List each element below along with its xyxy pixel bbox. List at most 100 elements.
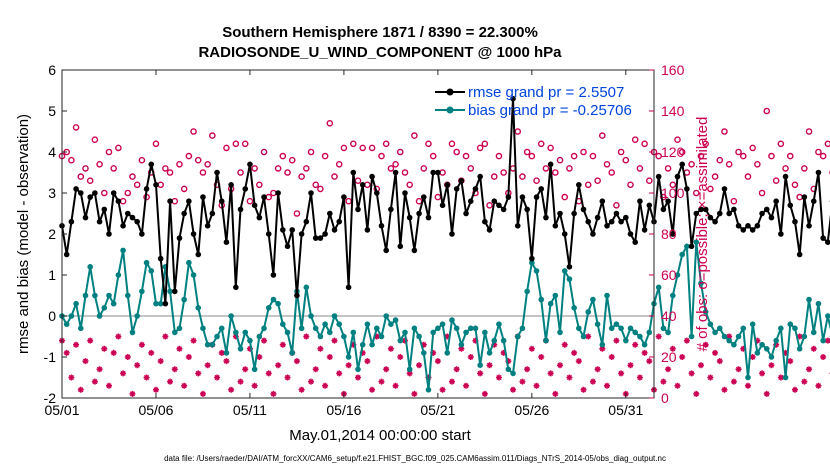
rmse-point (547, 161, 554, 168)
possible-point (284, 169, 291, 176)
possible-point (96, 160, 103, 168)
legend-bias-marker (446, 106, 454, 114)
bias-point (115, 272, 122, 278)
assimilated-point (392, 382, 399, 389)
bias-point (392, 317, 399, 323)
rmse-point (693, 210, 700, 217)
assimilated-point (411, 390, 418, 397)
possible-point (631, 136, 639, 143)
y2-tick-label: 120 (661, 144, 685, 160)
rmse-point (134, 218, 140, 225)
bias-point (388, 321, 394, 328)
possible-point (782, 165, 789, 172)
assimilated-point (815, 382, 822, 389)
rmse-point (209, 210, 216, 217)
assimilated-point (632, 341, 639, 348)
bias-point (228, 313, 234, 319)
bias-point (322, 321, 328, 328)
rmse-point (618, 218, 624, 225)
bias-point (782, 374, 789, 381)
possible-point (711, 173, 719, 180)
rmse-point (275, 190, 281, 196)
rmse-point (754, 223, 761, 229)
assimilated-point (214, 374, 221, 381)
assimilated-point (528, 345, 535, 352)
rmse-point (171, 288, 178, 295)
rmse-point (585, 218, 592, 225)
assimilated-point (791, 386, 798, 393)
assimilated-point (618, 370, 625, 377)
bias-point (435, 325, 441, 332)
y-tick-label: 6 (48, 62, 56, 78)
assimilated-point (364, 358, 371, 365)
assimilated-point (486, 362, 493, 369)
bias-point (477, 362, 483, 369)
bias-point (406, 366, 413, 373)
assimilated-point (308, 378, 315, 385)
rmse-point (453, 186, 460, 192)
possible-point (411, 132, 418, 139)
assimilated-point (387, 345, 394, 352)
rmse-point (124, 210, 131, 217)
rmse-point (336, 218, 343, 225)
chart-title-line2: RADIOSONDE_U_WIND_COMPONENT @ 1000 hPa (198, 44, 562, 61)
bias-point (153, 300, 159, 307)
rmse-point (397, 243, 404, 250)
bias-point (496, 321, 502, 328)
assimilated-point (190, 337, 197, 344)
possible-point (162, 165, 169, 172)
y2-tick-label: 160 (661, 62, 685, 78)
rmse-point (538, 186, 545, 192)
possible-point (199, 169, 207, 176)
assimilated-point (688, 370, 695, 377)
assimilated-point (218, 349, 225, 356)
bias-point (303, 284, 310, 291)
rmse-point (186, 198, 192, 204)
rmse-point (402, 190, 408, 196)
bias-point (247, 337, 253, 344)
y-tick-label: -2 (44, 390, 57, 406)
bias-point (350, 329, 357, 336)
rmse-point (378, 223, 385, 229)
possible-point (655, 152, 662, 160)
rmse-point (233, 284, 239, 291)
y2-tick-label: 20 (661, 349, 677, 365)
assimilated-point (148, 349, 155, 356)
assimilated-point (124, 354, 131, 360)
bias-point (312, 325, 319, 332)
possible-point (307, 148, 315, 156)
bias-point (707, 321, 714, 328)
rmse-point (373, 190, 380, 196)
rmse-point (773, 198, 779, 204)
possible-point (603, 160, 611, 168)
possible-point (627, 181, 634, 189)
assimilated-point (275, 362, 282, 369)
bias-point (261, 325, 267, 332)
x-tick-label: 05/11 (233, 402, 267, 418)
possible-point (68, 156, 75, 164)
bias-point (449, 317, 455, 323)
bias-point (787, 321, 794, 328)
assimilated-point (326, 354, 333, 360)
bias-point (740, 325, 747, 332)
assimilated-point (265, 370, 272, 377)
assimilated-point (322, 382, 329, 389)
assimilated-point (87, 337, 94, 344)
bias-point (218, 325, 225, 332)
possible-point (100, 189, 108, 197)
rmse-point (482, 218, 488, 225)
possible-point (72, 124, 80, 131)
possible-point (204, 160, 211, 168)
rmse-point (87, 194, 93, 200)
rmse-point (308, 190, 314, 196)
rmse-point (204, 223, 211, 229)
rmse-point (580, 206, 587, 213)
assimilated-point (547, 370, 554, 377)
possible-point (716, 156, 724, 164)
bias-point (378, 333, 385, 340)
bias-point (524, 288, 530, 295)
assimilated-point (491, 341, 498, 348)
possible-point (312, 181, 320, 189)
possible-point (194, 156, 202, 164)
rmse-point (101, 206, 108, 213)
